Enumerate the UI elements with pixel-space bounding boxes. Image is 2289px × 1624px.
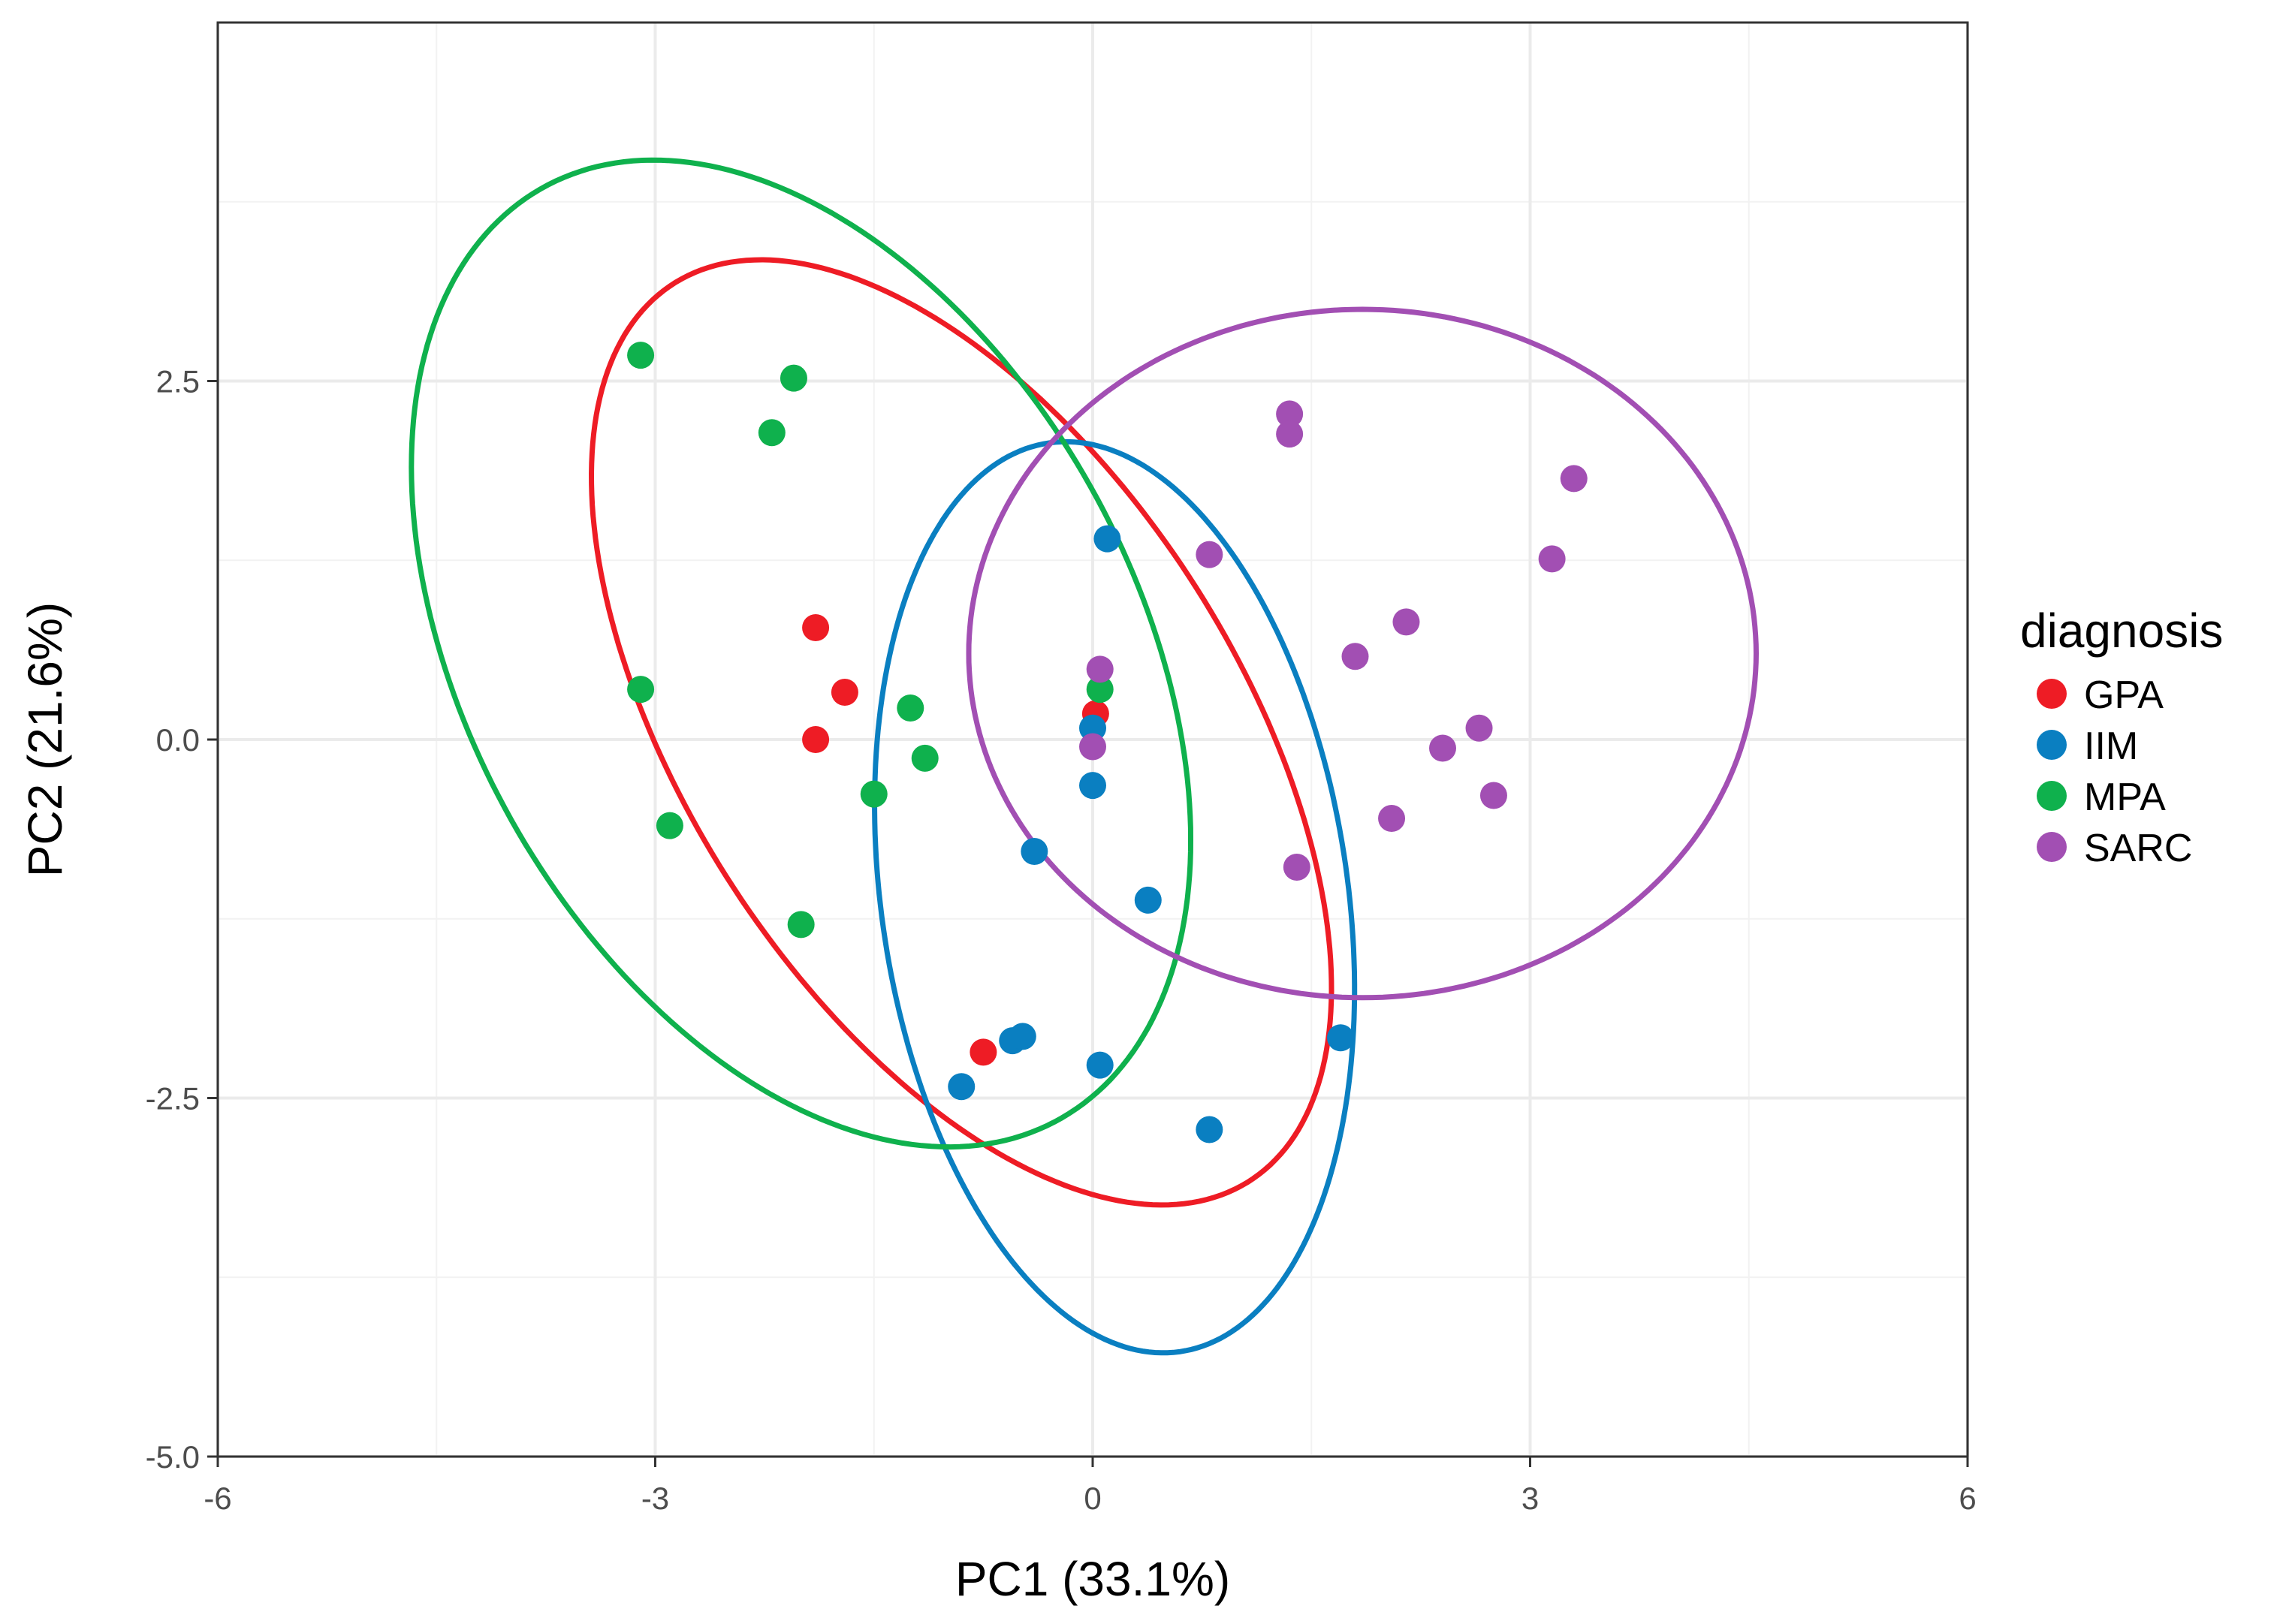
ellipse-sarc <box>966 306 1760 1001</box>
point-mpa <box>627 342 655 369</box>
point-mpa <box>860 780 888 808</box>
y-tick-label: -5.0 <box>146 1439 200 1475</box>
data-points <box>627 342 1588 1143</box>
x-tick-label: 6 <box>1959 1481 1976 1516</box>
axes: -6 -3 0 3 6 -5.0 -2.5 0.0 2.5 <box>146 364 1977 1517</box>
point-iim <box>1093 525 1121 553</box>
x-tick-label: 0 <box>1084 1481 1101 1516</box>
point-gpa <box>802 614 830 642</box>
legend-key-sarc <box>2037 832 2067 862</box>
point-sarc <box>1378 805 1406 833</box>
legend-label-sarc: SARC <box>2084 827 2192 870</box>
point-sarc <box>1429 734 1456 762</box>
ellipse-mpa <box>409 157 1194 1150</box>
point-iim <box>948 1073 976 1101</box>
point-sarc <box>1276 420 1304 448</box>
x-tick-label: -3 <box>641 1481 669 1516</box>
point-gpa <box>831 678 858 706</box>
point-iim <box>1086 1051 1114 1079</box>
point-sarc <box>1283 853 1310 881</box>
legend-label-gpa: GPA <box>2084 673 2164 717</box>
point-sarc <box>1276 400 1304 428</box>
legend-key-gpa <box>2037 679 2067 709</box>
point-iim <box>1021 837 1048 865</box>
point-sarc <box>1538 545 1566 573</box>
point-mpa <box>911 744 939 772</box>
point-gpa <box>802 726 830 753</box>
point-iim <box>1196 1116 1223 1143</box>
legend-key-iim <box>2037 730 2067 760</box>
legend: diagnosis GPA IIM MPA SARC <box>2020 604 2223 870</box>
y-tick-label: 2.5 <box>156 364 200 399</box>
y-tick-label: -2.5 <box>146 1081 200 1116</box>
point-sarc <box>1560 465 1588 493</box>
point-sarc <box>1479 782 1507 809</box>
point-sarc <box>1392 608 1420 636</box>
point-sarc <box>1079 733 1106 761</box>
point-mpa <box>787 911 815 939</box>
ellipse-gpa <box>588 257 1334 1208</box>
y-tick-label: 0.0 <box>156 722 200 758</box>
confidence-ellipses <box>409 157 1760 1356</box>
point-sarc <box>1196 541 1223 568</box>
y-axis-title: PC2 (21.6%) <box>18 602 72 877</box>
legend-title: diagnosis <box>2020 604 2223 658</box>
point-mpa <box>897 694 924 722</box>
point-iim <box>1079 714 1106 742</box>
legend-label-mpa: MPA <box>2084 776 2166 819</box>
x-axis-title: PC1 (33.1%) <box>955 1552 1230 1606</box>
point-mpa <box>627 676 655 704</box>
point-mpa <box>780 364 807 392</box>
x-tick-label: 3 <box>1521 1481 1539 1516</box>
point-iim <box>1134 886 1162 914</box>
legend-label-iim: IIM <box>2084 725 2138 768</box>
point-iim <box>1327 1024 1355 1052</box>
legend-key-mpa <box>2037 781 2067 811</box>
point-sarc <box>1341 643 1369 670</box>
point-sarc <box>1465 714 1493 742</box>
point-iim <box>1009 1023 1036 1050</box>
point-mpa <box>758 419 786 447</box>
point-gpa <box>970 1038 997 1066</box>
point-iim <box>1079 772 1106 800</box>
point-sarc <box>1086 655 1114 683</box>
point-mpa <box>656 812 683 839</box>
point-mpa <box>1086 676 1114 704</box>
x-tick-label: -6 <box>204 1481 231 1516</box>
